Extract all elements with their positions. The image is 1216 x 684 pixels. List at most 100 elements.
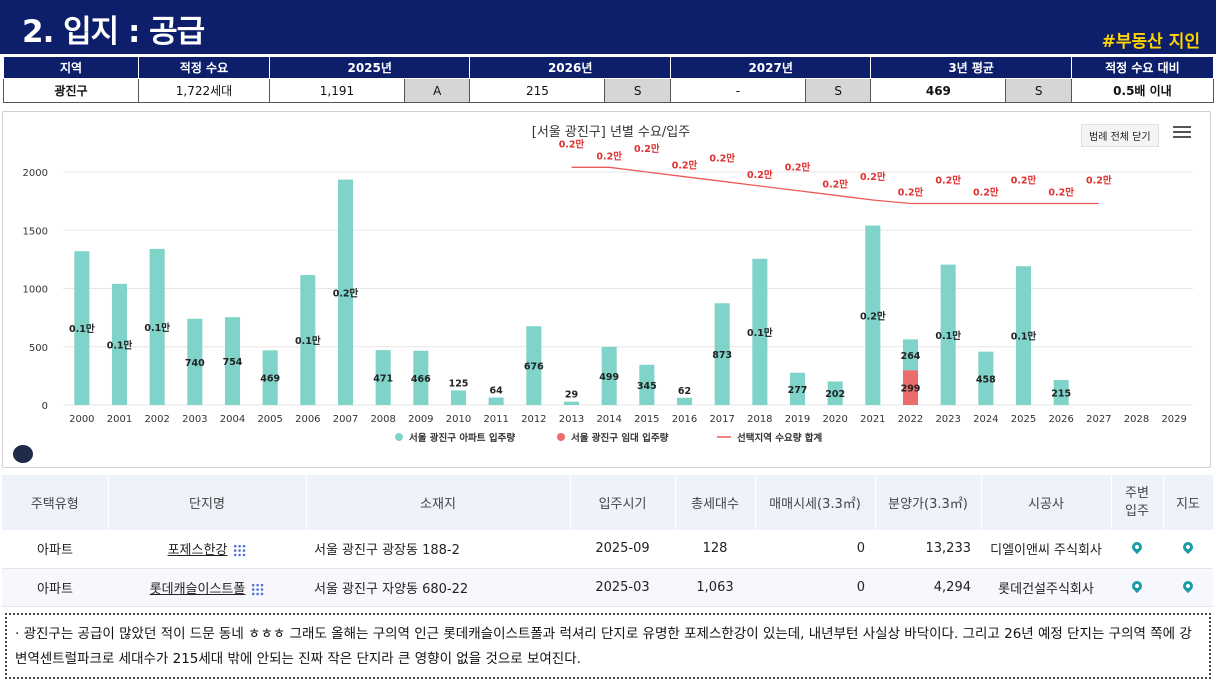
apartment-bar [337,179,354,405]
complex-header: 단지명 [108,475,307,530]
summary-header: 적정 수요 대비 [1070,56,1215,79]
units-cell: 1,063 [675,568,755,607]
x-tick-label: 2011 [483,414,508,425]
location-pin-icon[interactable] [1129,578,1145,593]
legend-label: 서울 광진구 아파트 입주량 [409,432,515,444]
location-pin-icon[interactable] [1129,540,1145,555]
apartment-bar [187,318,203,405]
map-pin-icon[interactable] [1180,540,1196,555]
apartment-bar [1053,379,1069,405]
apartment-bar [676,397,693,405]
x-tick-label: 2010 [446,414,471,425]
y-tick-label: 1000 [23,285,48,296]
demand-line [571,166,1099,205]
apartment-bar [714,303,730,405]
x-tick-label: 2027 [1086,414,1111,425]
grid-icon[interactable] [251,582,265,596]
demand-data-label: 0.2만 [860,171,886,183]
demand-data-label: 0.2만 [559,138,585,150]
chart-svg: [서울 광진구] 년별 수요/입주 0 500 1000 1500 2000 2000 20… [23,125,1193,444]
complex-name-link[interactable]: 롯데캐슬이스트폴 [149,581,246,597]
complex-header: 매매시세(3.3㎡) [755,475,876,530]
table-row: 아파트 롯데캐슬이스트폴 서울 광진구 자양동 680-22 2025-03 1… [2,568,1213,607]
x-tick-label: 2018 [747,414,772,425]
supply-chart: [서울 광진구] 년별 수요/입주 0 500 1000 1500 2000 2000 20… [2,111,1211,468]
demand-data-label: 0.2만 [822,178,848,190]
complex-header: 분양가(3.3㎡) [875,475,982,530]
table-row: 아파트 포제스한강 서울 광진구 광장동 188-2 2025-09 128 0… [2,530,1213,569]
grid-icon[interactable] [233,544,247,558]
bar-data-label: 0.1만 [1011,331,1037,343]
demand-data-label: 0.2만 [935,174,961,186]
complex-header: 소재지 [306,475,571,530]
complex-header: 주택유형 [2,475,109,530]
grade-avg3-cell: S [1005,78,1072,103]
bar-data-label: 499 [599,372,619,383]
move-in-cell: 2025-03 [570,568,675,607]
move-in-cell: 2025-09 [570,530,675,569]
summary-header: 적정 수요 [137,56,270,79]
x-tick-label: 2016 [672,414,697,425]
bar-data-label: 0.1만 [144,322,170,334]
apartment-bar [526,326,542,405]
price-cell: 0 [755,530,875,569]
bar-data-label: 215 [1051,388,1071,399]
demand-data-label: 0.2만 [672,160,698,172]
x-tick-label: 2012 [521,414,546,425]
nearby-cell [1111,568,1163,607]
map-cell [1163,530,1213,569]
legend-dot-marker [395,433,403,441]
x-tick-label: 2019 [785,414,810,425]
complex-header: 입주시기 [570,475,676,530]
x-tick-label: 2003 [182,414,207,425]
legend-toggle-button[interactable]: 범례 전체 닫기 [1081,124,1159,147]
grade-2027-cell: S [804,78,872,103]
apartment-bar [450,390,467,405]
nearby-cell [1111,530,1163,569]
complex-header: 시공사 [981,475,1112,530]
sale-price-cell: 4,294 [875,568,981,607]
bar-data-label: 0.1만 [935,330,961,342]
legend-label: 서울 광진구 임대 입주량 [571,432,669,444]
apartment-bar [488,397,504,405]
ratio-cell: 0.5배 이내 [1070,78,1215,103]
address-cell: 서울 광진구 광장동 188-2 [306,530,570,569]
y-tick-label: 1500 [23,226,48,237]
bar-data-label: 0.2만 [333,287,359,299]
brand-tag: #부동산 지인 [1101,32,1200,52]
complex-name-link[interactable]: 포제스한강 [167,543,228,559]
supply-2026-cell: 215 [469,78,606,103]
demand-data-label: 0.2만 [1011,174,1037,186]
sale-price-cell: 13,233 [875,530,981,569]
units-cell: 128 [675,530,755,569]
legend-label: 선택지역 수요량 합계 [737,432,822,444]
summary-header-row: 지역 적정 수요 2025년 2026년 2027년 3년 평균 적정 수요 대… [3,56,1215,79]
x-tick-label: 2017 [709,414,734,425]
price-cell: 0 [755,568,875,607]
apartment-bar [601,346,617,405]
apartment-bar [149,248,165,405]
demand-data-label: 0.2만 [973,186,999,198]
y-tick-label: 2000 [23,168,48,179]
bar-data-label: 0.1만 [69,323,95,335]
bar-data-label: 29 [565,390,578,401]
complex-header: 총세대수 [675,475,756,530]
bar-data-label: 458 [976,374,996,385]
apartment-bar [1015,266,1032,405]
apartment-bar [752,258,768,405]
grade-2025-cell: A [403,78,471,103]
apartment-bar [413,350,429,405]
complex-table: 주택유형 단지명 소재지 입주시기 총세대수 매매시세(3.3㎡) 분양가(3.… [2,475,1214,607]
bar-data-label: 0.1만 [107,339,133,351]
apartment-bar [978,351,994,405]
bar-data-label: 64 [490,386,504,397]
apartment-bar [940,264,956,405]
map-pin-icon[interactable] [1180,578,1196,593]
bar-data-label: 277 [788,385,808,396]
apartment-bar [300,275,316,405]
apartment-bar [865,225,881,405]
home-icon[interactable] [13,445,33,463]
x-tick-label: 2014 [596,414,621,425]
hamburger-menu-icon[interactable] [1173,126,1191,138]
x-tick-label: 2029 [1161,414,1186,425]
